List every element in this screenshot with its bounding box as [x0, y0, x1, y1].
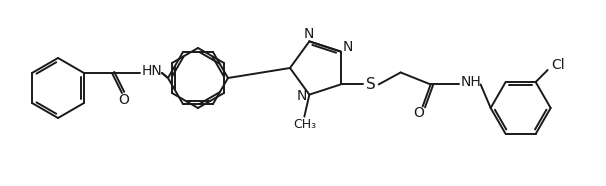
Text: O: O — [413, 106, 424, 121]
Text: HN: HN — [142, 64, 162, 78]
Text: S: S — [366, 77, 376, 92]
Text: NH: NH — [461, 76, 481, 89]
Text: Cl: Cl — [551, 58, 564, 72]
Text: N: N — [342, 40, 353, 54]
Text: CH₃: CH₃ — [293, 118, 316, 131]
Text: N: N — [296, 89, 307, 103]
Text: O: O — [119, 93, 130, 107]
Text: N: N — [303, 27, 313, 41]
